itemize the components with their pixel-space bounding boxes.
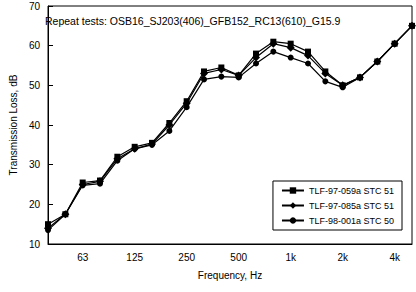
svg-text:TLF-98-001a STC 50: TLF-98-001a STC 50 (309, 216, 394, 226)
svg-text:30: 30 (29, 159, 41, 170)
svg-text:TLF-97-059a STC 51: TLF-97-059a STC 51 (309, 186, 394, 196)
svg-text:10: 10 (29, 239, 41, 250)
svg-text:500: 500 (230, 252, 247, 263)
svg-text:TLF-97-085a STC 51: TLF-97-085a STC 51 (309, 201, 394, 211)
svg-text:Frequency, Hz: Frequency, Hz (198, 270, 262, 281)
svg-text:40: 40 (29, 120, 41, 131)
svg-text:2k: 2k (337, 252, 349, 263)
svg-text:125: 125 (126, 252, 143, 263)
svg-text:20: 20 (29, 199, 41, 210)
svg-text:50: 50 (29, 80, 41, 91)
svg-text:Repeat tests: OSB16_SJ203(406): Repeat tests: OSB16_SJ203(406)_GFB152_RC… (45, 15, 341, 27)
svg-text:250: 250 (178, 252, 195, 263)
svg-text:60: 60 (29, 40, 41, 51)
svg-text:4k: 4k (389, 252, 401, 263)
svg-text:70: 70 (29, 1, 41, 12)
svg-text:63: 63 (77, 252, 89, 263)
svg-text:Transmission Loss, dB: Transmission Loss, dB (8, 74, 19, 175)
svg-text:1k: 1k (285, 252, 297, 263)
